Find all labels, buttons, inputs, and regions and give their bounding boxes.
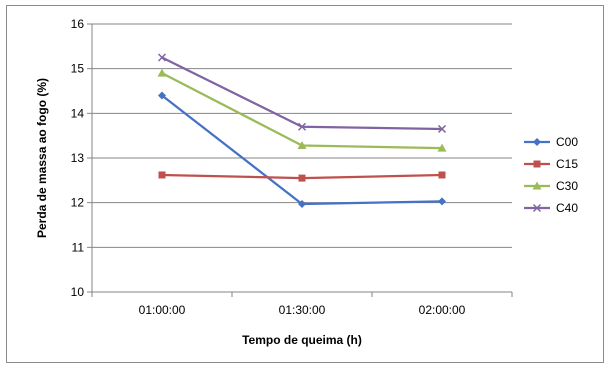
legend-swatch-marker: [533, 160, 541, 168]
legend-swatch-marker: [532, 181, 542, 190]
legend-item-c30: C30: [524, 179, 578, 193]
data-point-c40: [437, 124, 447, 133]
x-tick-labels: 01:00:00 01:30:00 02:00:00: [139, 303, 466, 317]
y-tick-label: 10: [71, 285, 85, 299]
legend-label: C40: [556, 201, 578, 215]
legend-label: C00: [556, 135, 578, 149]
series-line-c30: [161, 72, 443, 150]
y-tick-label: 15: [71, 62, 85, 76]
data-point-c30: [297, 140, 307, 149]
gridlines: [87, 23, 513, 297]
x-tick-label: 01:30:00: [279, 303, 326, 317]
data-point-c15: [158, 171, 166, 179]
data-point-c30: [437, 143, 447, 152]
data-point-c30: [157, 68, 167, 77]
y-tick-labels: 10 11 12 13 14 15 16: [71, 17, 85, 299]
legend-label: C30: [556, 179, 578, 193]
x-axis-title: Tempo de queima (h): [242, 333, 362, 347]
legend-swatch-marker: [533, 138, 541, 146]
y-tick-label: 13: [71, 151, 85, 165]
legend-item-c00: C00: [524, 135, 578, 149]
y-tick-label: 16: [71, 17, 85, 31]
data-point-c40: [297, 122, 307, 131]
legend-item-c40: C40: [524, 201, 578, 215]
legend-label: C15: [556, 157, 578, 171]
x-tick-label: 01:00:00: [139, 303, 186, 317]
data-point-c15: [438, 171, 446, 179]
series-lines: [161, 56, 443, 206]
data-point-c15: [298, 174, 306, 182]
y-tick-label: 12: [71, 196, 85, 210]
data-point-c00: [298, 200, 306, 209]
series-line-c00: [161, 94, 443, 206]
y-tick-label: 11: [72, 240, 85, 254]
series-markers: [157, 53, 447, 209]
y-tick-label: 14: [71, 106, 85, 120]
legend: C00 C15 C30 C40: [524, 135, 578, 215]
legend-swatch-marker: [532, 203, 542, 213]
axes: [91, 24, 512, 293]
legend-item-c15: C15: [524, 157, 578, 171]
x-tick-label: 02:00:00: [419, 303, 466, 317]
data-point-c00: [158, 91, 166, 100]
data-point-c00: [438, 197, 446, 206]
chart-frame: [6, 5, 604, 363]
data-point-c40: [157, 53, 167, 62]
y-axis-title: Perda de massa ao fogo (%): [35, 78, 49, 238]
